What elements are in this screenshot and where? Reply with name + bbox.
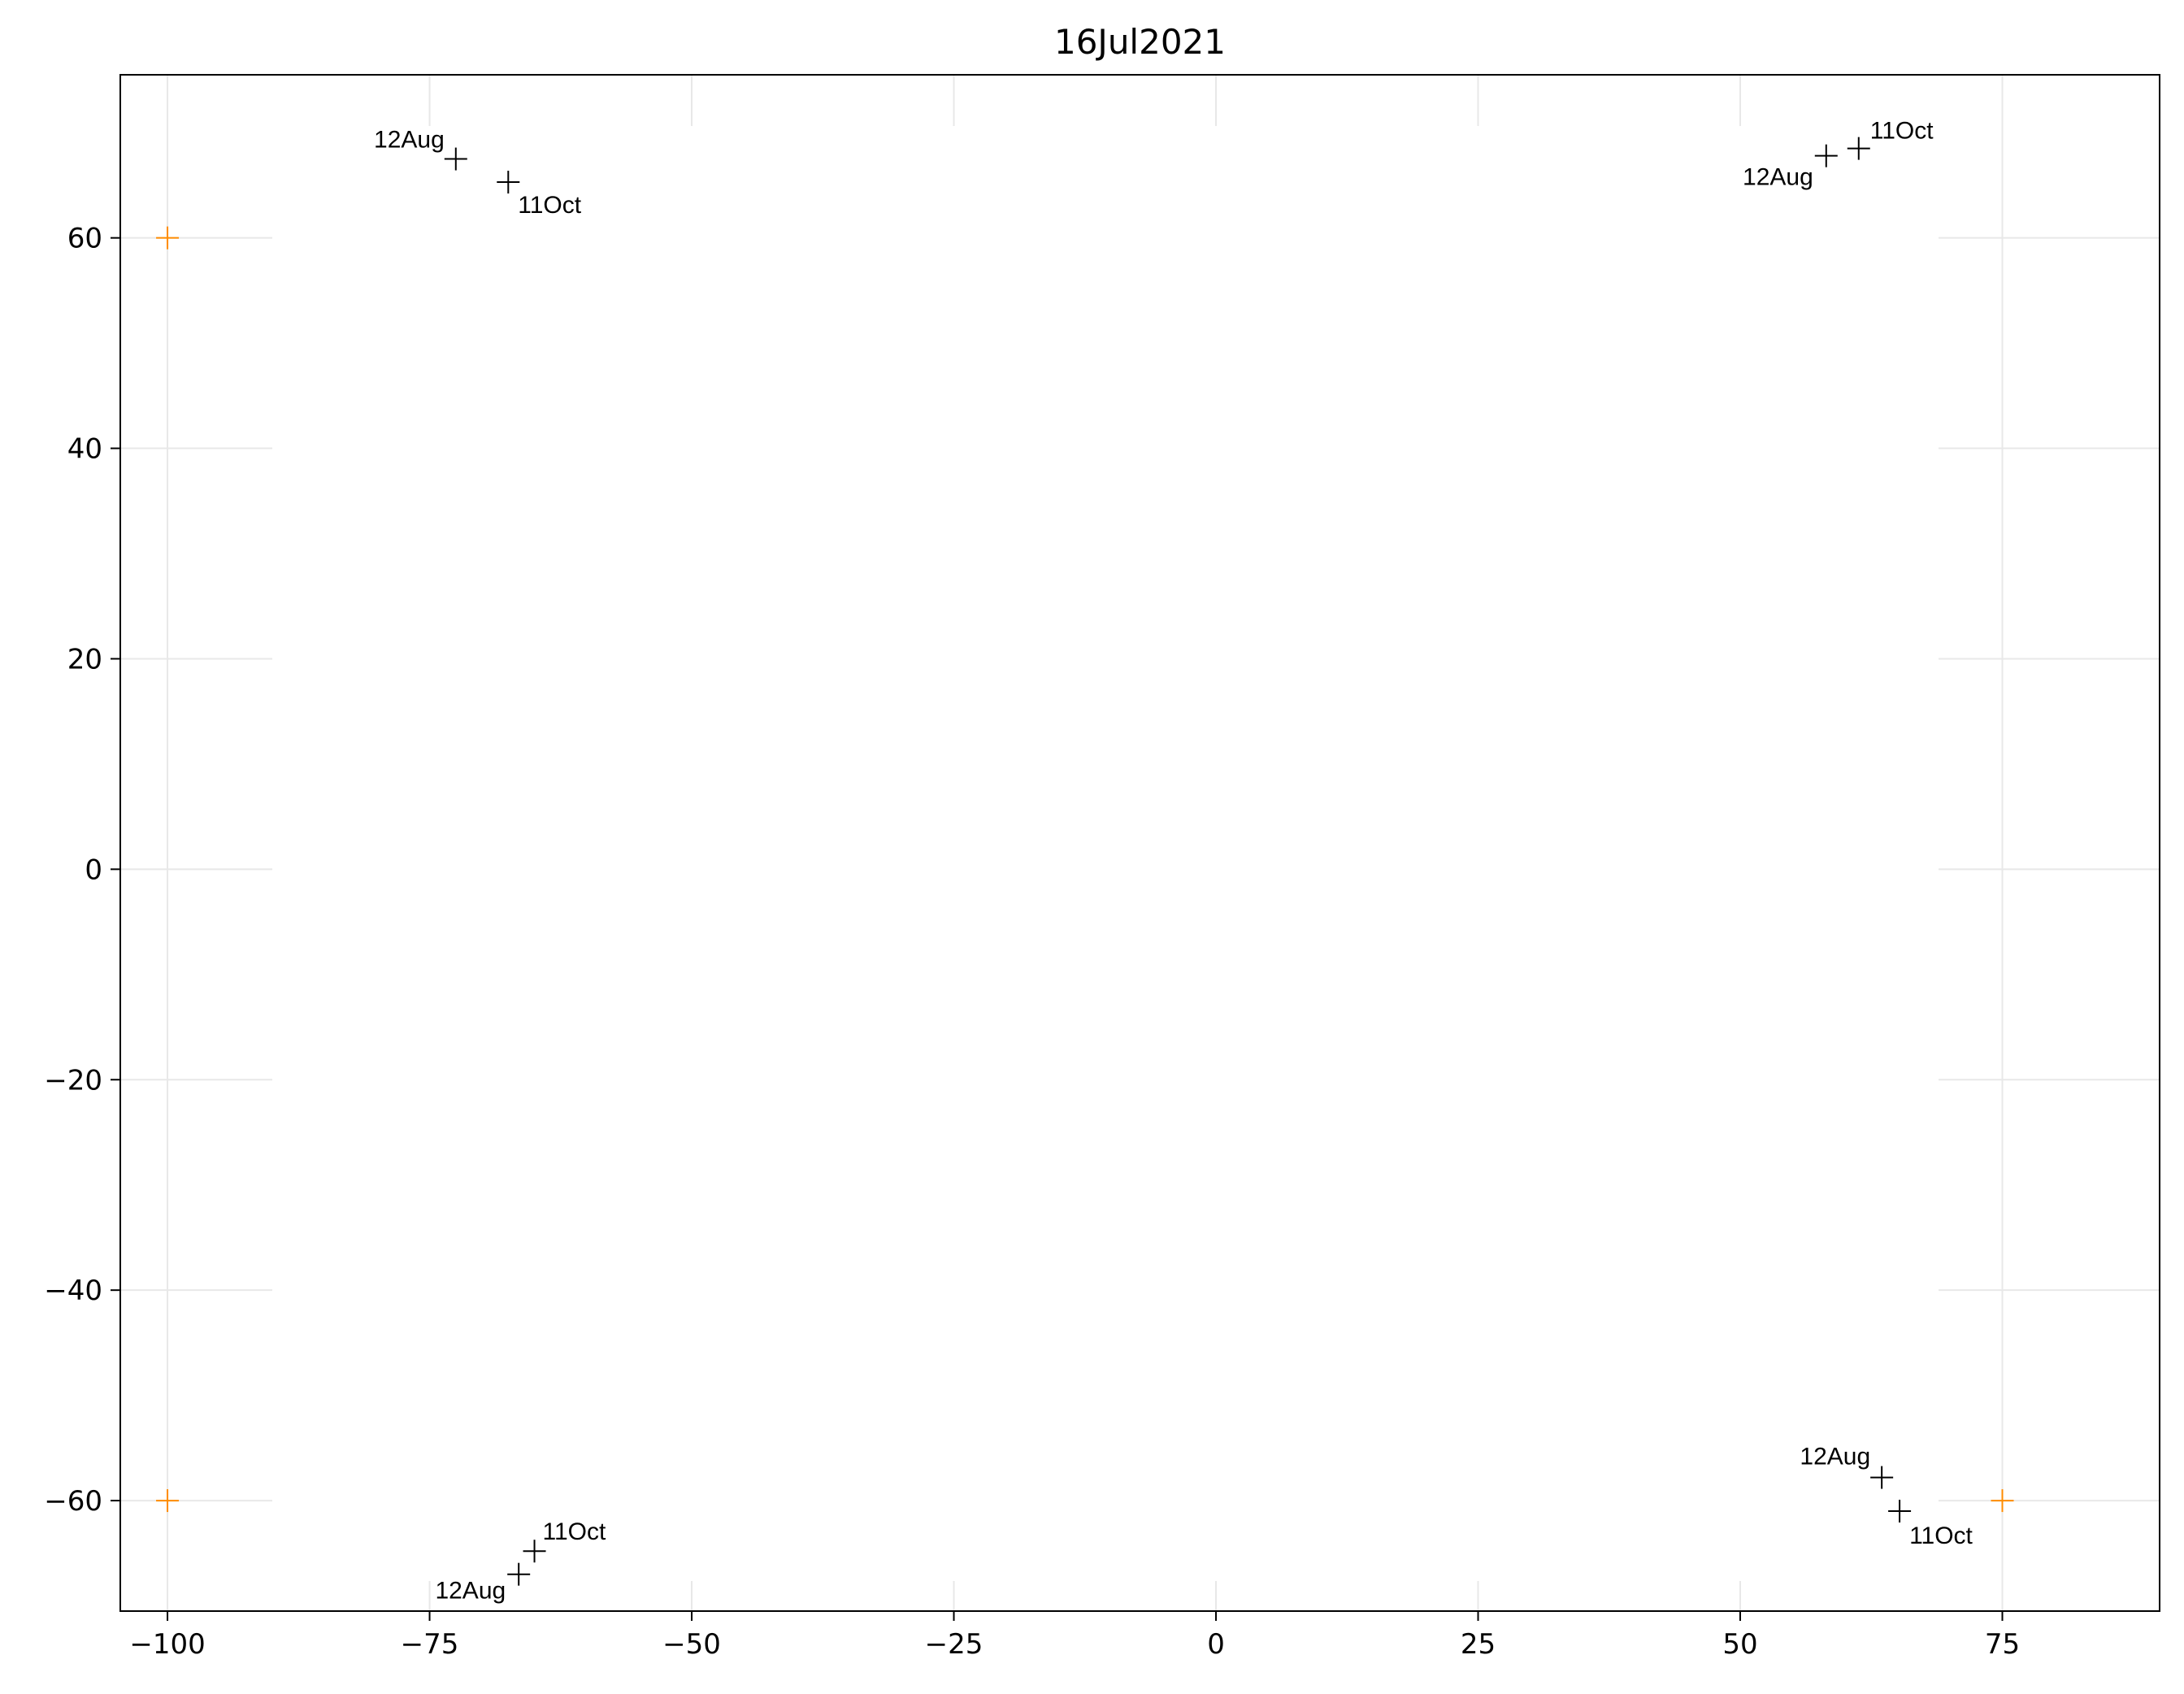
data-label: 11Oct (1909, 1522, 1973, 1549)
x-tick-label: −75 (401, 1628, 459, 1661)
y-tick-label: −60 (44, 1485, 102, 1518)
reference-point (156, 1489, 180, 1513)
reference-point (156, 226, 180, 250)
x-tick-label: 0 (1207, 1628, 1225, 1661)
y-tick-label: −20 (44, 1064, 102, 1097)
y-tick-label: 40 (67, 433, 102, 466)
chart-title: 16Jul2021 (1054, 22, 1226, 62)
data-label: 11Oct (518, 192, 581, 219)
data-labels: 12Aug 11Oct 12Aug 11Oct 12Aug 11Oct 12Aug 11Oct (374, 118, 1973, 1605)
data-points (156, 137, 2014, 1586)
tracked-point (1847, 137, 1870, 160)
data-label: 12Aug (1800, 1444, 1870, 1470)
data-label: 12Aug (374, 127, 445, 154)
grid-mask (272, 126, 1939, 1581)
x-axis: −100 −75 −50 −25 0 25 50 75 (129, 1611, 2020, 1661)
y-tick-label: 20 (67, 643, 102, 675)
data-label: 11Oct (543, 1518, 606, 1545)
x-tick-label: 50 (1722, 1628, 1757, 1661)
tracked-point (1814, 144, 1838, 167)
data-label: 12Aug (435, 1578, 506, 1605)
tracked-point (523, 1540, 546, 1563)
x-tick-label: 25 (1461, 1628, 1496, 1661)
plot-frame (119, 74, 2160, 1612)
y-tick-label: 0 (85, 854, 102, 886)
tracked-point (497, 171, 520, 194)
y-tick-label: −40 (44, 1275, 102, 1307)
y-axis: −60 −40 −20 0 20 40 60 (44, 223, 120, 1518)
x-tick-label: 75 (1985, 1628, 2020, 1661)
reference-point (1991, 1489, 2014, 1513)
data-label: 12Aug (1743, 164, 1813, 191)
y-tick-label: 60 (67, 223, 102, 255)
tracked-point (1888, 1500, 1912, 1523)
tracked-point (444, 147, 467, 171)
x-tick-label: −50 (662, 1628, 721, 1661)
tracked-point (1870, 1466, 1894, 1489)
data-label: 11Oct (1870, 118, 1934, 145)
x-tick-label: −100 (129, 1628, 205, 1661)
x-tick-label: −25 (925, 1628, 983, 1661)
tracked-point (507, 1562, 531, 1586)
